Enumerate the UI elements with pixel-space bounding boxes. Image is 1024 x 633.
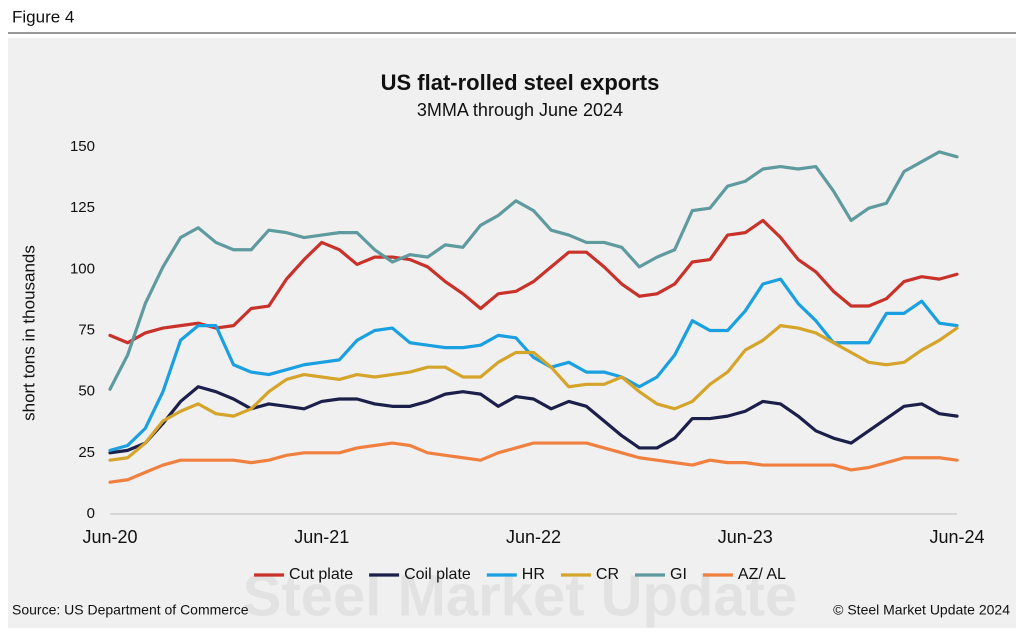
x-tick-label: Jun-21 bbox=[294, 527, 349, 547]
legend-label: HR bbox=[522, 566, 545, 583]
y-tick-label: 25 bbox=[78, 444, 95, 461]
y-tick-label: 50 bbox=[78, 383, 95, 400]
series-line bbox=[108, 277, 959, 452]
chart-title: US flat-rolled steel exports bbox=[381, 70, 660, 95]
y-tick-label: 125 bbox=[70, 199, 95, 216]
y-tick-label: 100 bbox=[70, 260, 95, 277]
legend-label: GI bbox=[670, 566, 687, 583]
copyright: © Steel Market Update 2024 bbox=[833, 602, 1010, 618]
legend-label: Coil plate bbox=[404, 566, 471, 583]
series-line bbox=[108, 218, 959, 345]
x-tick-label: Jun-23 bbox=[718, 527, 773, 547]
figure-label: Figure 4 bbox=[12, 7, 74, 26]
series-line bbox=[108, 441, 959, 484]
legend-label: CR bbox=[596, 566, 619, 583]
source-note: Source: US Department of Commerce bbox=[12, 602, 249, 618]
series-line bbox=[108, 150, 959, 391]
x-tick-label: Jun-24 bbox=[929, 527, 984, 547]
series-line bbox=[108, 324, 959, 462]
legend-label: AZ/ AL bbox=[738, 566, 786, 583]
x-tick-label: Jun-20 bbox=[82, 527, 137, 547]
y-tick-label: 75 bbox=[78, 321, 95, 338]
y-tick-label: 0 bbox=[87, 505, 95, 522]
y-tick-label: 150 bbox=[70, 138, 95, 155]
y-axis-label: short tons in thousands bbox=[19, 245, 38, 421]
chart-subtitle: 3MMA through June 2024 bbox=[417, 100, 623, 120]
chart-panel bbox=[8, 38, 1016, 628]
x-tick-label: Jun-22 bbox=[506, 527, 561, 547]
legend-label: Cut plate bbox=[289, 566, 353, 583]
